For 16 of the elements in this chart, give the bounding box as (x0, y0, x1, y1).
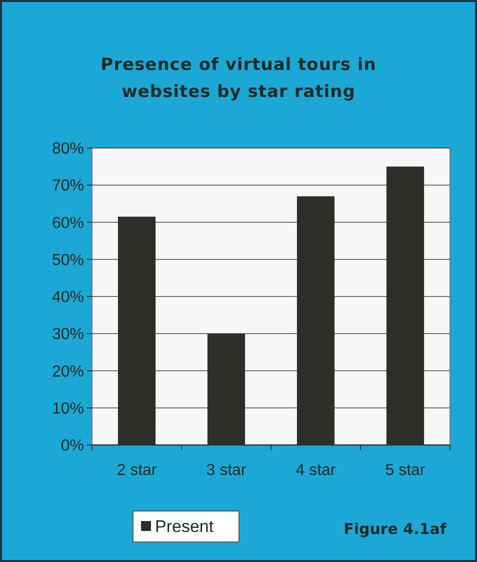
y-tick-label: 80% (52, 140, 84, 158)
y-tick-label: 60% (52, 214, 84, 232)
y-tick-label: 40% (52, 289, 84, 306)
y-tick-label: 10% (52, 400, 84, 418)
chart-title: Presence of virtual tours in websites by star rating (100, 55, 376, 102)
y-tick-label: 20% (52, 363, 84, 380)
y-tick-label: 0% (60, 438, 84, 455)
caption: Figure 4.1af (344, 520, 447, 538)
x-tick-label: 3 star (206, 462, 247, 479)
x-tick-label: 5 star (385, 462, 426, 479)
y-tick-label: 70% (52, 178, 84, 195)
y-tick-label: 50% (52, 252, 84, 269)
x-tick-label: 2 star (116, 462, 158, 479)
legend-label: Present (155, 517, 214, 536)
y-tick-label: 30% (52, 326, 84, 344)
x-tick-label: 4 star (296, 462, 336, 479)
